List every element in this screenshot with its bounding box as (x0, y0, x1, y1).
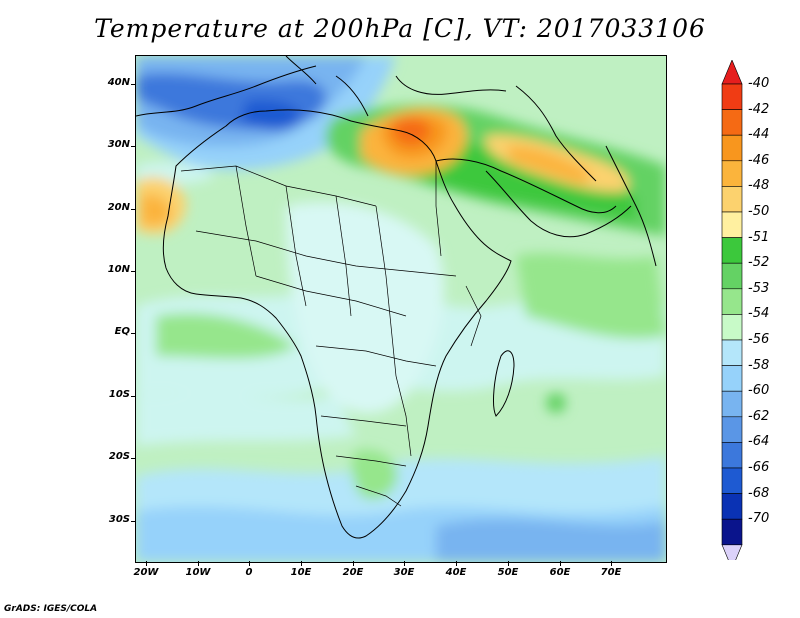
lat-label-10s: 10S (108, 389, 130, 400)
legend-swatch (721, 493, 743, 520)
legend-swatch (721, 83, 743, 110)
legend-swatch (721, 339, 743, 366)
map-panel (135, 55, 667, 563)
legend-swatch (721, 262, 743, 290)
legend-label: -64 (748, 434, 770, 450)
legend-swatch (721, 109, 743, 136)
lon-label-50e: 50E (497, 567, 519, 578)
lat-label-40n: 40N (107, 77, 130, 88)
legend-swatch (721, 416, 743, 443)
lat-tick (131, 271, 136, 272)
lon-label-40e: 40E (445, 567, 467, 578)
lat-tick (131, 333, 136, 334)
legend-swatch (721, 237, 743, 264)
legend-swatch (721, 314, 743, 341)
lat-tick (131, 209, 136, 210)
legend-label: -46 (748, 152, 770, 168)
lat-label-eq: EQ (114, 326, 130, 337)
legend-label: -68 (748, 485, 770, 501)
lat-tick (131, 458, 136, 459)
lon-tick (146, 561, 147, 566)
lon-tick (198, 561, 199, 566)
legend-arrow-top (721, 60, 743, 85)
legend-swatch (721, 134, 743, 162)
country-borders (180, 161, 482, 507)
lat-label-20s: 20S (108, 451, 130, 462)
lon-tick (404, 561, 405, 566)
lon-label-20e: 20E (342, 567, 364, 578)
lon-tick (560, 561, 561, 566)
legend-swatch (721, 288, 743, 315)
legend-label: -52 (748, 255, 770, 271)
legend-label: -50 (748, 204, 770, 219)
color-legend (721, 60, 743, 560)
lon-label-10e: 10E (290, 567, 312, 578)
legend-arrow-bottom (721, 544, 743, 560)
legend-label: -51 (748, 229, 770, 245)
temperature-field (136, 56, 666, 562)
lon-tick (249, 561, 250, 566)
lon-label-60e: 60E (549, 567, 571, 578)
lat-label-30n: 30N (107, 139, 130, 150)
legend-swatch (721, 467, 743, 494)
legend-label: -54 (748, 306, 770, 322)
legend-label: -60 (748, 383, 770, 399)
legend-swatch (721, 365, 743, 392)
lat-tick (131, 146, 136, 147)
legend-swatch (721, 211, 743, 238)
lon-tick (508, 561, 509, 566)
legend-label: -44 (748, 127, 770, 143)
lat-label-30s: 30S (108, 514, 130, 525)
lon-tick (456, 561, 457, 566)
temperature-map (136, 56, 666, 562)
lat-tick (131, 84, 136, 85)
coastlines (136, 56, 657, 539)
legend-swatch (721, 160, 743, 187)
legend-label: -48 (748, 178, 770, 194)
lon-label-10w: 10W (185, 567, 211, 578)
legend-label: -62 (748, 408, 770, 424)
lat-label-10n: 10N (107, 264, 130, 275)
lon-tick (353, 561, 354, 566)
lon-tick (301, 561, 302, 566)
legend-swatch (721, 518, 743, 546)
lon-label-30e: 30E (393, 567, 415, 578)
legend-swatch (721, 442, 743, 469)
legend-label: -66 (748, 460, 770, 475)
lat-label-20n: 20N (107, 202, 130, 213)
lon-label-70e: 70E (600, 567, 622, 578)
legend-swatch (721, 186, 743, 213)
chart-title: Temperature at 200hPa [C], VT: 201703310… (94, 14, 706, 43)
lon-label-0: 0 (245, 567, 253, 578)
lon-label-20w: 20W (133, 567, 159, 578)
grads-credit: GrADS: IGES/COLA (4, 604, 98, 614)
lat-tick (131, 396, 136, 397)
legend-label: -70 (748, 511, 770, 527)
legend-label: -58 (748, 357, 770, 373)
lon-tick (611, 561, 612, 566)
lat-tick (131, 521, 136, 522)
legend-label: -42 (748, 101, 770, 117)
legend-label: -53 (748, 280, 770, 296)
legend-label: -56 (748, 332, 770, 347)
legend-label: -40 (748, 76, 770, 91)
legend-swatch (721, 390, 743, 418)
